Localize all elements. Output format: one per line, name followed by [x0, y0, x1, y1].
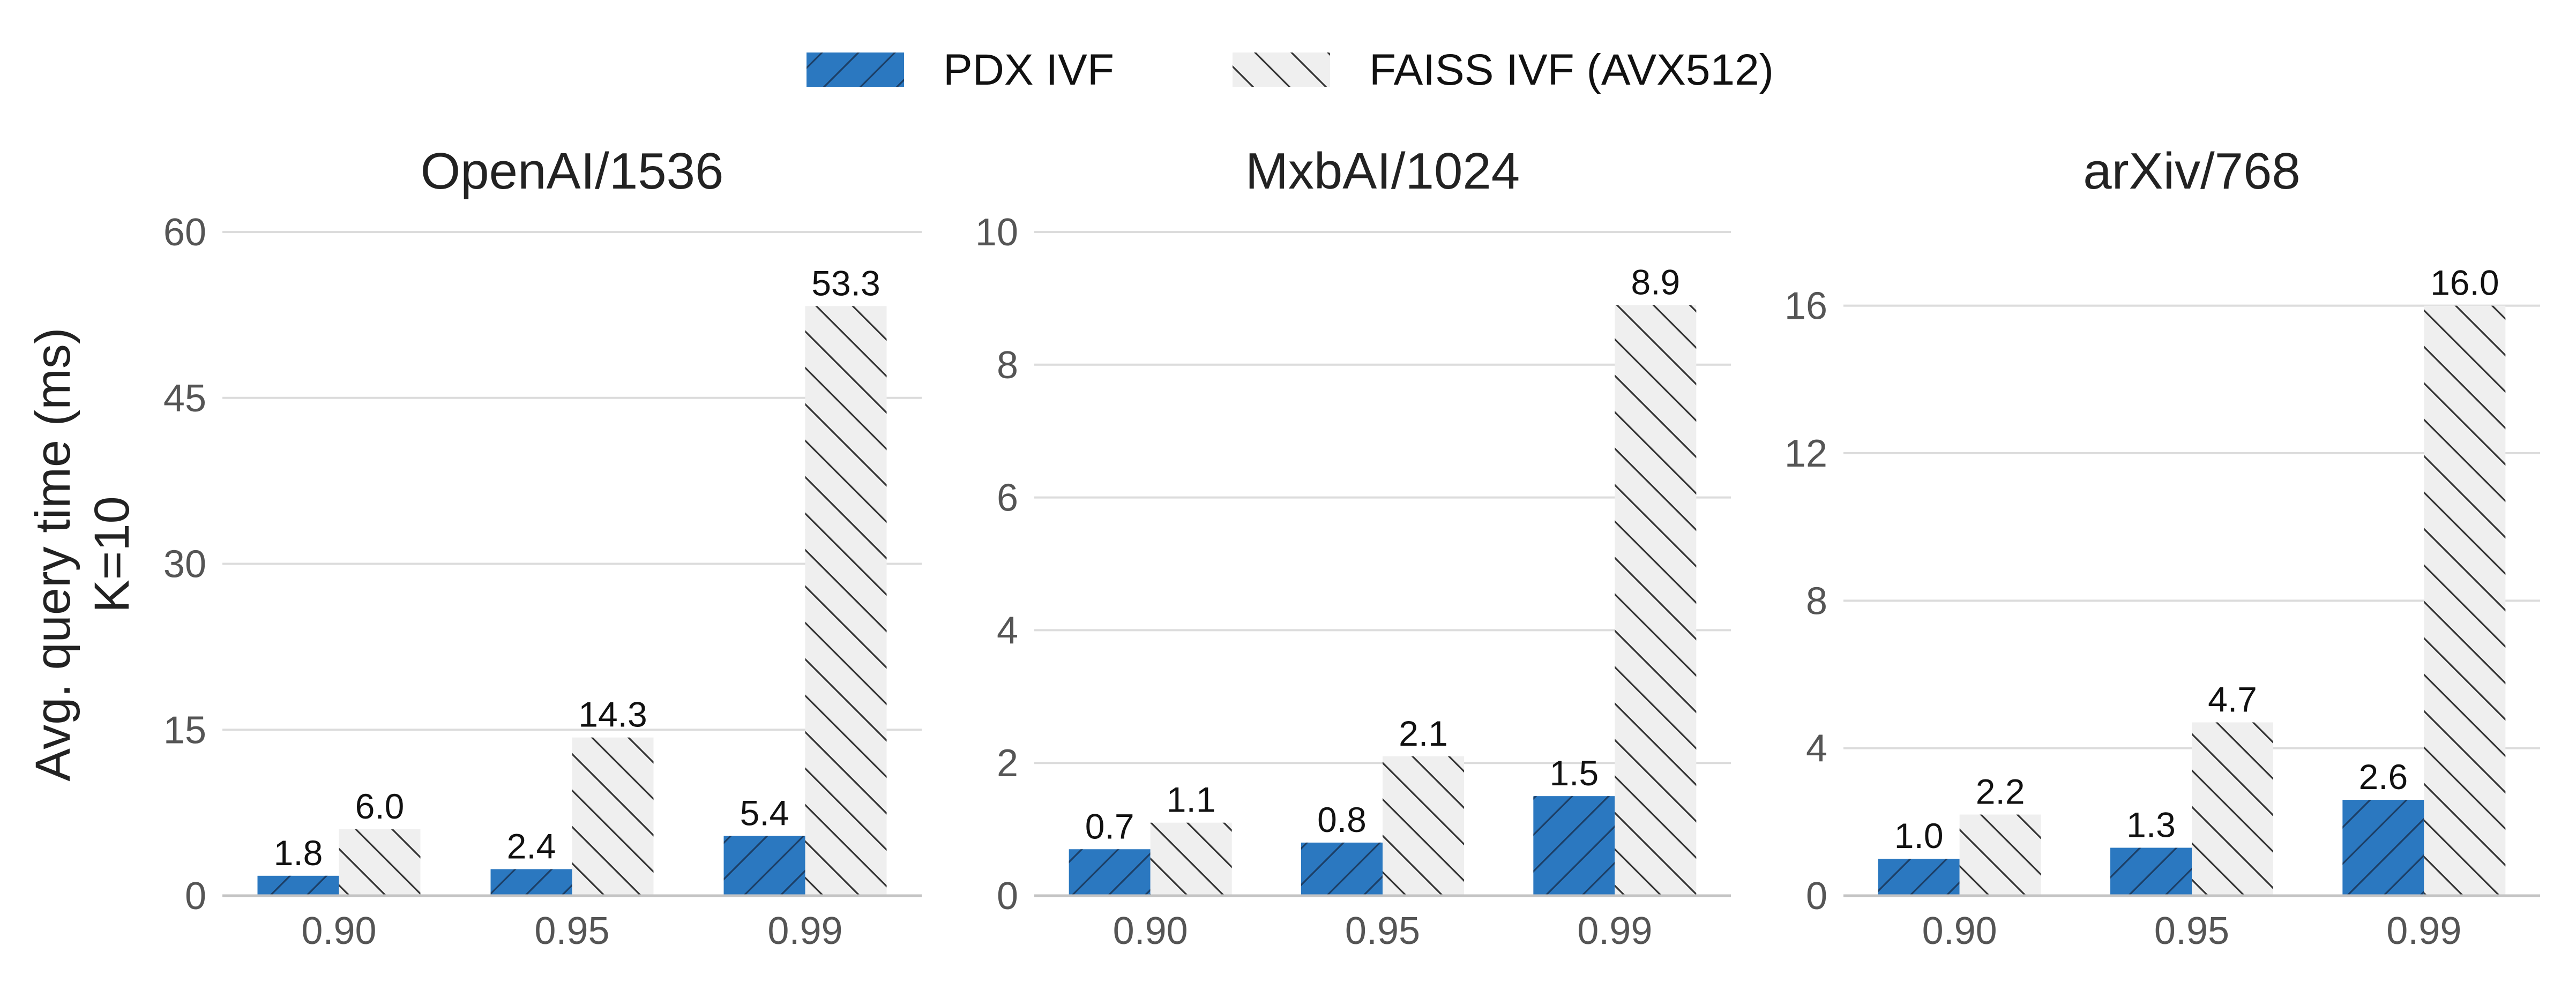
- y-tick-label: 6: [997, 477, 1018, 520]
- x-tick-label: 0.99: [1577, 910, 1652, 952]
- chart-title: MxbAI/1024: [1245, 142, 1520, 200]
- chart-title: arXiv/768: [2083, 142, 2301, 200]
- bar-faiss-ivf-avx512-0-95-hatch: [572, 737, 654, 896]
- y-axis-label-line2: K=10: [85, 496, 139, 612]
- bar-pdx-ivf-0-90-hatch: [1069, 849, 1151, 896]
- y-tick-label: 60: [163, 211, 206, 254]
- data-label-faiss-ivf-avx512-0-90: 1.1: [1167, 780, 1216, 820]
- bar-pdx-ivf-0-95-hatch: [2110, 847, 2192, 896]
- data-label-pdx-ivf-0-99: 1.5: [1549, 753, 1599, 793]
- data-label-pdx-ivf-0-95: 0.8: [1317, 800, 1367, 839]
- legend-label-pdx-ivf: PDX IVF: [943, 46, 1114, 94]
- y-tick-label: 0: [1806, 875, 1827, 918]
- y-tick-label: 2: [997, 742, 1018, 785]
- chart-panel-openai-1536: OpenAI/1536 0 15 30 45 60 1.8 6.0 0.90 2.4 14.3 0.9…: [163, 142, 922, 952]
- data-label-pdx-ivf-0-90: 1.0: [1894, 816, 1944, 856]
- y-tick-label: 8: [997, 344, 1018, 387]
- y-tick-label: 4: [1806, 727, 1827, 770]
- data-label-pdx-ivf-0-90: 0.7: [1085, 806, 1134, 846]
- x-tick-label: 0.99: [2386, 910, 2461, 952]
- y-tick-label: 0: [185, 875, 206, 918]
- bar-pdx-ivf-0-99-hatch: [723, 836, 805, 896]
- bar-faiss-ivf-avx512-0-95-hatch: [1383, 756, 1464, 896]
- bar-faiss-ivf-avx512-0-95-hatch: [2192, 722, 2273, 896]
- y-tick-label: 30: [163, 543, 206, 586]
- data-label-faiss-ivf-avx512-0-90: 2.2: [1976, 772, 2025, 812]
- y-tick-label: 12: [1784, 432, 1827, 475]
- data-label-faiss-ivf-avx512-0-95: 4.7: [2208, 679, 2257, 719]
- bar-pdx-ivf-0-99-hatch: [1533, 796, 1615, 896]
- y-axis-label-line1: Avg. query time (ms): [26, 328, 80, 782]
- bar-pdx-ivf-0-90-hatch: [1878, 859, 1960, 896]
- x-tick-label: 0.95: [1345, 910, 1420, 952]
- data-label-faiss-ivf-avx512-0-99: 8.9: [1631, 262, 1680, 302]
- y-tick-label: 10: [975, 211, 1018, 254]
- x-tick-label: 0.90: [1113, 910, 1188, 952]
- chart-title: OpenAI/1536: [421, 142, 724, 200]
- x-tick-label: 0.99: [767, 910, 842, 952]
- data-label-faiss-ivf-avx512-0-95: 14.3: [578, 695, 647, 734]
- chart-panel-mxbai-1024: MxbAI/1024 0 2 4 6 8 10 0.7 1.1 0.90 0.8 2.1 0.95 1.5…: [975, 142, 1731, 952]
- data-label-faiss-ivf-avx512-0-99: 16.0: [2430, 263, 2499, 303]
- legend-swatch-faiss-ivf-hatch: [1233, 52, 1330, 87]
- x-tick-label: 0.90: [301, 910, 376, 952]
- bar-faiss-ivf-avx512-0-99-hatch: [2424, 305, 2506, 896]
- chart-panels: OpenAI/15360153045601.86.00.902.414.30.9…: [163, 142, 2540, 952]
- bar-pdx-ivf-0-95-hatch: [1301, 842, 1383, 896]
- legend-item-pdx-ivf: PDX IVF: [807, 46, 1114, 94]
- data-label-faiss-ivf-avx512-0-95: 2.1: [1399, 714, 1448, 753]
- bar-faiss-ivf-avx512-0-90-hatch: [1150, 822, 1232, 896]
- data-label-faiss-ivf-avx512-0-99: 53.3: [811, 263, 880, 303]
- y-tick-label: 16: [1784, 285, 1827, 328]
- data-label-pdx-ivf-0-95: 1.3: [2126, 805, 2176, 845]
- bar-faiss-ivf-avx512-0-99-hatch: [805, 306, 887, 896]
- data-label-pdx-ivf-0-90: 1.8: [274, 833, 323, 873]
- bar-faiss-ivf-avx512-0-99-hatch: [1615, 305, 1697, 896]
- bar-pdx-ivf-0-99-hatch: [2342, 800, 2424, 896]
- data-label-faiss-ivf-avx512-0-90: 6.0: [355, 786, 405, 826]
- data-label-pdx-ivf-0-99: 2.6: [2358, 757, 2408, 797]
- legend-label-faiss-ivf: FAISS IVF (AVX512): [1369, 46, 1774, 94]
- y-axis-label: Avg. query time (ms) K=10: [26, 328, 139, 782]
- bar-faiss-ivf-avx512-0-90-hatch: [1959, 814, 2041, 896]
- x-tick-label: 0.95: [2154, 910, 2229, 952]
- y-tick-label: 4: [997, 609, 1018, 652]
- bar-faiss-ivf-avx512-0-90-hatch: [339, 829, 421, 896]
- y-tick-label: 45: [163, 377, 206, 420]
- bar-pdx-ivf-0-90-hatch: [257, 875, 339, 896]
- y-tick-label: 15: [163, 709, 206, 752]
- data-label-pdx-ivf-0-99: 5.4: [740, 793, 789, 832]
- bar-pdx-ivf-0-95-hatch: [490, 869, 572, 896]
- y-tick-label: 0: [997, 875, 1018, 918]
- legend-swatch-pdx-ivf-hatch: [807, 52, 904, 87]
- chart-panel-arxiv-768: arXiv/768 0 4 8 12 16 1.0 2.2 0.90 1.3 4.7 0.95 2.6 1…: [1784, 142, 2540, 952]
- x-tick-label: 0.90: [1922, 910, 1997, 952]
- data-label-pdx-ivf-0-95: 2.4: [507, 826, 556, 866]
- legend: PDX IVF FAISS IVF (AVX512): [807, 46, 1774, 94]
- x-tick-label: 0.95: [534, 910, 609, 952]
- legend-item-faiss-ivf: FAISS IVF (AVX512): [1233, 46, 1774, 94]
- y-tick-label: 8: [1806, 580, 1827, 622]
